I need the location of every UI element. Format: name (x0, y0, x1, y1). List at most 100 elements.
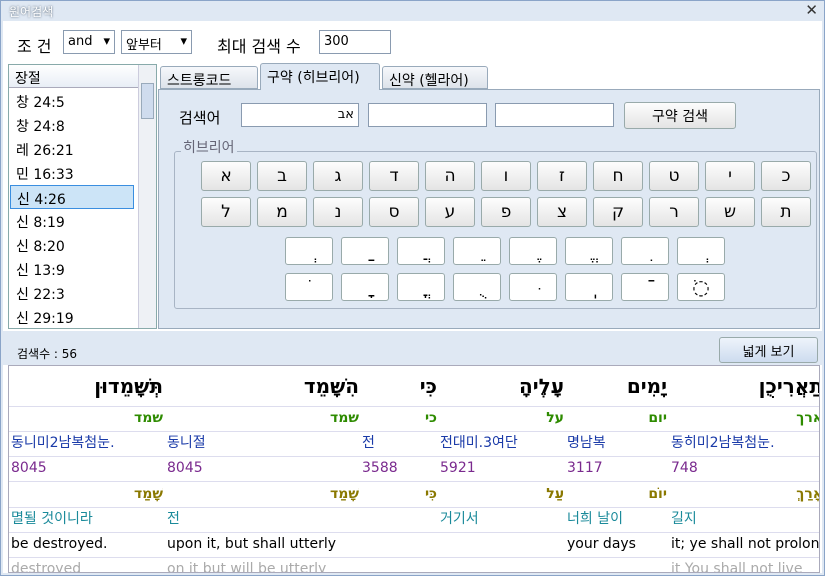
vowel-key[interactable]: ְ (677, 237, 725, 265)
vowel-key[interactable]: ֶ (509, 237, 557, 265)
result-cell: עַל (546, 486, 564, 502)
result-cell: destroyed (11, 561, 82, 573)
verse-item[interactable]: 신 22:3 (16, 287, 65, 303)
row-divider (9, 532, 819, 533)
result-cell: כי (424, 410, 437, 426)
result-cell: be destroyed. (11, 536, 108, 552)
search-value: אב (337, 107, 354, 122)
vowel-key[interactable]: ּ (509, 273, 557, 301)
vowel-key[interactable]: ֵ (453, 237, 501, 265)
tab[interactable]: 스트롱코드 (160, 66, 258, 89)
position-select[interactable]: 앞부터 ▾ (121, 30, 192, 54)
letter-key[interactable]: צ (537, 197, 587, 227)
verse-item[interactable]: 신 13:9 (16, 263, 65, 279)
letter-key[interactable]: ח (593, 161, 643, 191)
letter-key[interactable]: י (705, 161, 755, 191)
result-cell: 8045 (167, 460, 203, 476)
letter-key[interactable]: ב (257, 161, 307, 191)
verse-item[interactable]: 민 16:33 (16, 167, 74, 183)
vowel-key[interactable]: ַ (341, 237, 389, 265)
letter-key[interactable]: א (201, 161, 251, 191)
verse-item[interactable]: 신 4:26 (10, 185, 134, 209)
result-cell: 3588 (362, 460, 398, 476)
letter-key[interactable]: פ (481, 197, 531, 227)
vowel-key[interactable]: ֹ (285, 273, 333, 301)
letter-key[interactable]: ק (593, 197, 643, 227)
letter-key[interactable]: ז (537, 161, 587, 191)
result-cell: עָלֶיהָ (518, 374, 564, 398)
result-cell: 전 (362, 435, 375, 451)
search-button[interactable]: 구약 검색 (624, 102, 736, 129)
letter-key[interactable]: ו (481, 161, 531, 191)
vowel-key[interactable]: ֽ (565, 273, 613, 301)
result-cell: שמד (330, 410, 359, 426)
result-bar (3, 331, 822, 365)
result-cell: 동히미2남복첨눈. (671, 435, 775, 451)
scrollbar[interactable] (138, 65, 156, 328)
list-header[interactable]: 장절 (9, 65, 138, 88)
wide-view-button[interactable]: 넓게 보기 (719, 337, 818, 363)
verse-item[interactable]: 창 24:5 (16, 95, 65, 111)
letter-key[interactable]: ר (649, 197, 699, 227)
vowel-key[interactable]: ֻ (453, 273, 501, 301)
letter-key[interactable]: ע (425, 197, 475, 227)
verse-item[interactable]: 레 26:21 (16, 143, 74, 159)
result-cell: 동니절 (167, 435, 206, 451)
vowel-key[interactable]: ִ (621, 237, 669, 265)
result-cell: upon it, but shall utterly (167, 536, 336, 552)
vowel-key[interactable]: ָ (341, 273, 389, 301)
vowel-key[interactable]: ֲ (397, 237, 445, 265)
result-cell: 길지 (671, 511, 697, 527)
row-divider (9, 431, 819, 432)
tab[interactable]: 신약 (헬라어) (382, 66, 488, 89)
close-button[interactable]: ✕ (805, 1, 818, 19)
result-table: תְּשָּׁמֵדוּן שמד 동니미2남복첨눈. 8045 שָׁמַד 멸될 것이… (8, 365, 820, 573)
letter-key[interactable]: ת (761, 197, 811, 227)
search-input-2[interactable] (368, 103, 487, 127)
operator-select[interactable]: and ▾ (63, 30, 115, 54)
verse-item[interactable]: 신 8:19 (16, 215, 65, 231)
group-box (174, 151, 817, 309)
result-cell: כִּי (419, 374, 437, 398)
letter-key[interactable]: כ (761, 161, 811, 191)
result-cell: 멸될 것이니라 (11, 511, 93, 527)
letter-key[interactable]: ד (369, 161, 419, 191)
row-divider (9, 557, 819, 558)
result-cell: ארך (796, 410, 819, 426)
result-count: 검색수 : 56 (17, 347, 78, 361)
vowel-key[interactable]: ֱ (565, 237, 613, 265)
verse-item[interactable]: 신 8:20 (16, 239, 65, 255)
letter-key[interactable]: מ (257, 197, 307, 227)
search-input[interactable]: אב (241, 103, 359, 127)
letter-key[interactable]: נ (313, 197, 363, 227)
result-cell: יום (648, 410, 667, 426)
verse-item[interactable]: 창 24:8 (16, 119, 65, 135)
row-divider (9, 507, 819, 508)
result-cell: 5921 (440, 460, 476, 476)
vowel-key[interactable]: ֳ (397, 273, 445, 301)
verse-item[interactable]: 신 29:19 (16, 311, 74, 327)
letter-key[interactable]: ש (705, 197, 755, 227)
vowel-key[interactable]: ְ (285, 237, 333, 265)
group-label: 히브리어 (181, 137, 237, 157)
result-cell: 거기서 (440, 511, 479, 527)
result-cell: יוֹם (648, 486, 667, 502)
letter-key[interactable]: ט (649, 161, 699, 191)
result-cell: כִּי (424, 486, 437, 502)
letter-key[interactable]: ג (313, 161, 363, 191)
letter-key[interactable]: ס (369, 197, 419, 227)
letter-key[interactable]: ל (201, 197, 251, 227)
window-title: 원어검색 (9, 5, 54, 19)
vowel-key[interactable]: ֿ (621, 273, 669, 301)
operator-value: and (68, 34, 93, 49)
vowel-key[interactable]: ◌ׂ (677, 273, 725, 301)
scroll-thumb[interactable] (141, 83, 154, 119)
tab[interactable]: 구약 (히브리어) (260, 63, 380, 90)
letter-key[interactable]: ה (425, 161, 475, 191)
max-input[interactable]: 300 (319, 30, 391, 54)
max-label: 최대 검색 수 (217, 37, 301, 56)
search-input-3[interactable] (495, 103, 614, 127)
result-cell: 전대미.3여단 (440, 435, 518, 451)
result-cell: 748 (671, 460, 698, 476)
